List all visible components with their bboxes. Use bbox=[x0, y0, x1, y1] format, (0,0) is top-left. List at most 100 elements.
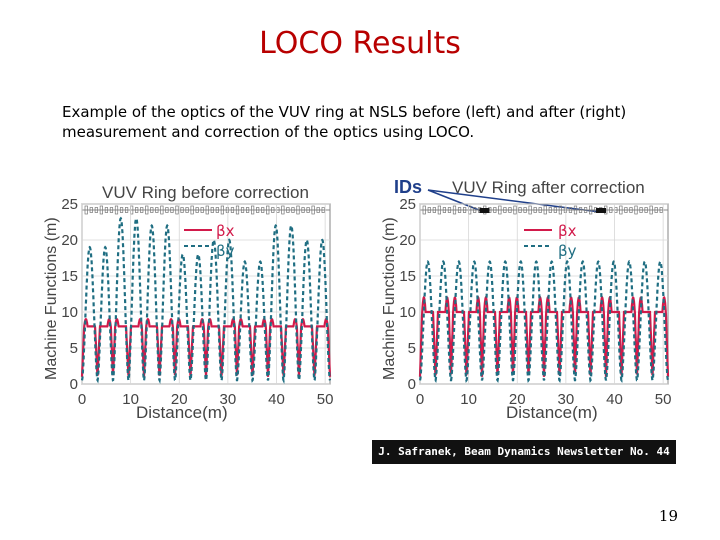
lattice-magnet bbox=[523, 207, 527, 213]
lattice-magnet bbox=[301, 207, 305, 213]
legend-beta-x-label: βx bbox=[558, 222, 577, 240]
y-tick-label: 15 bbox=[399, 268, 416, 285]
beta-y-line bbox=[418, 259, 670, 383]
lattice-magnet bbox=[508, 207, 512, 213]
insertion-device-marker bbox=[596, 208, 607, 213]
lattice-magnet bbox=[175, 205, 179, 215]
y-axis-label: Machine Functions (m) bbox=[381, 217, 398, 380]
lattice-magnet bbox=[114, 205, 119, 215]
lattice-magnet bbox=[498, 205, 502, 215]
lattice-magnet bbox=[316, 207, 320, 213]
lattice-magnet bbox=[583, 207, 588, 213]
y-tick-label: 0 bbox=[70, 376, 78, 393]
y-tick-label: 25 bbox=[399, 196, 416, 213]
chart-title: VUV Ring after correction bbox=[452, 178, 645, 197]
lattice-magnet bbox=[124, 207, 129, 213]
lattice-magnet bbox=[256, 207, 260, 213]
lattice-magnet bbox=[422, 205, 426, 215]
legend-beta-y-label: βy bbox=[216, 242, 235, 260]
ticks: 0 10 20 30 40 50 0 5 10 15 20 25 bbox=[61, 196, 333, 408]
lattice-magnet bbox=[266, 205, 270, 215]
ticks: 0 10 20 30 40 50 0 5 10 15 20 25 bbox=[399, 196, 671, 408]
lattice-magnet bbox=[553, 207, 557, 213]
lattice-magnet bbox=[639, 207, 643, 213]
lattice-magnet bbox=[573, 205, 578, 215]
lattice-magnet bbox=[119, 207, 124, 213]
lattice-magnet bbox=[215, 207, 219, 213]
y-tick-label: 25 bbox=[61, 196, 78, 213]
y-tick-label: 20 bbox=[399, 232, 416, 249]
lattice-strip bbox=[420, 205, 668, 215]
lattice-magnet bbox=[533, 207, 537, 213]
lattice-magnet bbox=[321, 207, 325, 213]
y-tick-label: 0 bbox=[408, 376, 416, 393]
lattice-magnet bbox=[311, 205, 315, 215]
curves bbox=[418, 259, 670, 383]
lattice-magnet bbox=[543, 205, 547, 215]
y-tick-label: 10 bbox=[61, 304, 78, 321]
ids-arrow bbox=[427, 189, 601, 213]
legend-beta-y-label: βy bbox=[558, 242, 577, 260]
lattice-magnet bbox=[160, 205, 164, 215]
x-tick-label: 20 bbox=[509, 391, 526, 408]
curves bbox=[80, 216, 332, 385]
lattice-magnet bbox=[473, 207, 477, 213]
lattice-magnet bbox=[432, 207, 436, 213]
x-axis-label: Distance(m) bbox=[136, 403, 228, 422]
lattice-magnet bbox=[462, 207, 467, 213]
x-tick-label: 40 bbox=[268, 391, 285, 408]
lattice-magnet bbox=[457, 207, 462, 213]
lattice-magnet bbox=[155, 207, 159, 213]
beta-y-line bbox=[80, 216, 332, 385]
lattice-magnet bbox=[195, 207, 199, 213]
lattice-magnet bbox=[578, 207, 583, 213]
lattice-magnet bbox=[493, 207, 497, 213]
lattice-magnet bbox=[104, 207, 109, 213]
lattice-magnet bbox=[230, 207, 235, 213]
lattice-magnet bbox=[165, 207, 169, 213]
lattice-magnet bbox=[220, 205, 224, 215]
lattice-magnet bbox=[558, 205, 562, 215]
lattice-magnet bbox=[271, 207, 275, 213]
lattice-strip bbox=[82, 205, 330, 215]
chart-before-correction: VUV Ring before correction 0 10 20 30 40 50 0 5… bbox=[34, 168, 354, 430]
lattice-magnet bbox=[568, 207, 573, 213]
lattice-magnet bbox=[245, 207, 250, 213]
chart-title: VUV Ring before correction bbox=[102, 183, 309, 202]
lattice-magnet bbox=[286, 207, 290, 213]
x-axis-label: Distance(m) bbox=[506, 403, 598, 422]
lattice-magnet bbox=[109, 207, 114, 213]
lattice-magnet bbox=[589, 205, 593, 215]
lattice-magnet bbox=[145, 205, 149, 215]
lattice-magnet bbox=[649, 205, 653, 215]
lattice-magnet bbox=[442, 207, 447, 213]
lattice-magnet bbox=[210, 207, 214, 213]
lattice-magnet bbox=[609, 207, 613, 213]
lattice-magnet bbox=[629, 207, 633, 213]
lattice-magnet bbox=[205, 205, 209, 215]
lattice-magnet bbox=[513, 205, 517, 215]
lattice-magnet bbox=[634, 205, 638, 215]
lattice-magnet bbox=[261, 207, 265, 213]
lattice-magnet bbox=[654, 207, 658, 213]
lattice-magnet bbox=[538, 207, 542, 213]
lattice-magnet bbox=[437, 205, 441, 215]
y-tick-label: 5 bbox=[408, 340, 416, 357]
x-tick-label: 50 bbox=[317, 391, 334, 408]
x-tick-label: 10 bbox=[460, 391, 477, 408]
lattice-magnet bbox=[180, 207, 184, 213]
beta-x-line bbox=[418, 295, 670, 377]
x-tick-label: 30 bbox=[558, 391, 575, 408]
lattice-magnet bbox=[548, 207, 552, 213]
chart-after-correction: IDs VUV Ring after correction 0 10 20 30 40 5… bbox=[372, 168, 682, 430]
x-tick-label: 30 bbox=[220, 391, 237, 408]
ids-arrow bbox=[427, 189, 485, 213]
lattice-magnet bbox=[503, 207, 507, 213]
lattice-magnet bbox=[200, 207, 204, 213]
lattice-magnet bbox=[150, 207, 154, 213]
x-tick-label: 10 bbox=[122, 391, 139, 408]
y-tick-label: 10 bbox=[399, 304, 416, 321]
slide-title: LOCO Results bbox=[259, 26, 461, 61]
legend-beta-x-label: βx bbox=[216, 222, 235, 240]
x-tick-label: 0 bbox=[78, 391, 86, 408]
